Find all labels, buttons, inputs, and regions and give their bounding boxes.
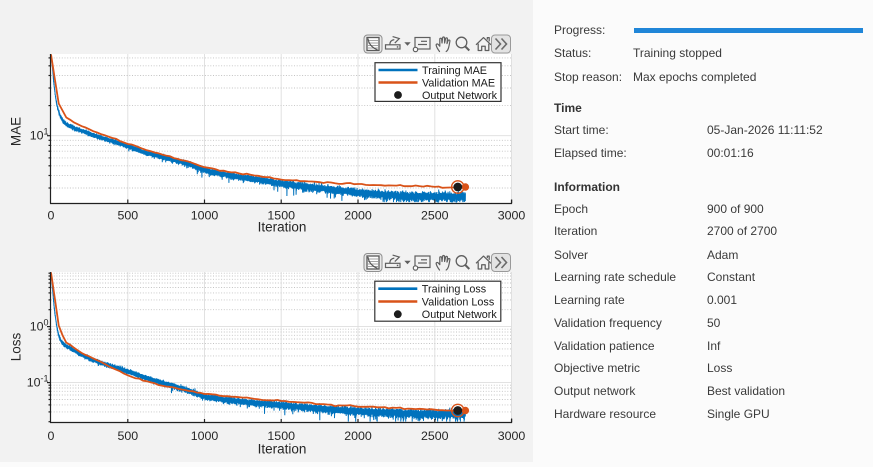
- svg-text:3000: 3000: [498, 429, 526, 443]
- svg-text:2500: 2500: [421, 429, 449, 443]
- svg-text:MAE: MAE: [9, 117, 24, 146]
- svg-text:2000: 2000: [344, 209, 372, 223]
- svg-text:Validation Loss: Validation Loss: [422, 296, 495, 308]
- svg-text:Output Network: Output Network: [422, 309, 498, 321]
- svg-text:2000: 2000: [344, 429, 372, 443]
- svg-text:Validation MAE: Validation MAE: [422, 77, 495, 89]
- svg-text:Loss: Loss: [9, 332, 24, 361]
- svg-text:1500: 1500: [267, 209, 295, 223]
- svg-text:0: 0: [48, 209, 55, 223]
- svg-text:3000: 3000: [498, 209, 526, 223]
- svg-text:1000: 1000: [191, 429, 219, 443]
- svg-text:1000: 1000: [191, 209, 219, 223]
- svg-text:2500: 2500: [421, 209, 449, 223]
- svg-text:Output Network: Output Network: [422, 90, 498, 102]
- svg-text:Iteration: Iteration: [258, 442, 307, 457]
- svg-text:500: 500: [117, 209, 138, 223]
- svg-text:Iteration: Iteration: [258, 220, 307, 235]
- svg-text:0: 0: [48, 429, 55, 443]
- svg-text:1500: 1500: [267, 429, 295, 443]
- svg-text:Training Loss: Training Loss: [422, 284, 487, 296]
- svg-text:500: 500: [117, 429, 138, 443]
- svg-text:Training MAE: Training MAE: [422, 65, 487, 77]
